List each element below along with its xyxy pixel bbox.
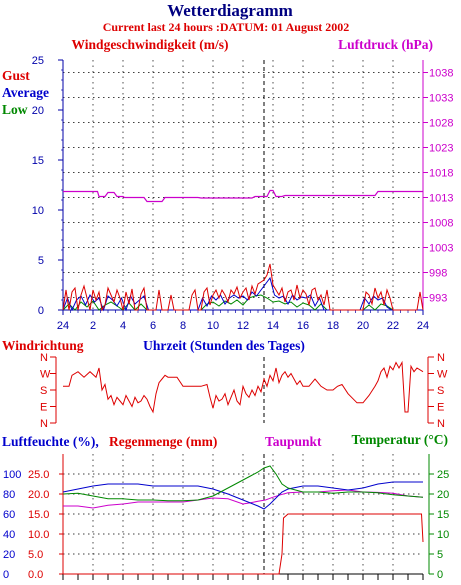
hour-tick-label: 20	[357, 320, 369, 332]
direction-tick-label-left: E	[40, 402, 47, 414]
chart-subtitle: Current last 24 hours :DATUM: 01 August …	[103, 20, 350, 34]
pressure-tick-label: 1008	[429, 218, 453, 230]
rain-tick-label: 20.0	[28, 489, 49, 501]
rain-tick-label: 10.0	[28, 529, 49, 541]
rain-label: Regenmenge (mm)	[109, 434, 217, 449]
rain-tick-label: 0.0	[28, 569, 43, 581]
direction-tick-label-right: S	[437, 385, 444, 397]
series-humidity-blue	[62, 481, 423, 510]
direction-tick-label-left: W	[40, 369, 51, 381]
temperature-tick-label: 5	[437, 549, 443, 561]
wind-tick-label: 25	[32, 55, 44, 67]
temperature-tick-label: 20	[437, 489, 449, 501]
chart-title: Wetterdiagramm	[167, 1, 293, 20]
pressure-tick-label: 1018	[429, 168, 453, 180]
hour-tick-label: 8	[180, 320, 186, 332]
humidity-tick-label: 20	[3, 549, 15, 561]
hour-tick-label: 6	[150, 320, 156, 332]
hour-tick-label: 16	[297, 320, 309, 332]
temperature-label: Temperatur (°C)	[351, 432, 448, 447]
direction-tick-label-right: N	[437, 352, 445, 364]
series-temp-magenta	[63, 489, 424, 509]
temperature-tick-label: 15	[437, 509, 449, 521]
pressure-axis-label: Luftdruck (hPa)	[338, 37, 433, 52]
direction-tick-label-right: E	[437, 402, 444, 414]
rain-tick-label: 25.0	[28, 469, 49, 481]
humidity-tick-label: 40	[3, 529, 15, 541]
series-temp-green	[62, 465, 424, 502]
wind-tick-label: 15	[32, 155, 44, 167]
wind-direction-label: Windrichtung	[2, 338, 84, 353]
legend-low: Low	[2, 102, 28, 117]
hour-tick-label: 2	[90, 320, 96, 332]
humidity-tick-label: 60	[3, 509, 15, 521]
humidity-tick-label: 80	[3, 489, 15, 501]
wind-tick-label: 10	[32, 205, 44, 217]
time-axis-label: Uhrzeit (Stunden des Tages)	[143, 338, 305, 353]
series-rain-red	[63, 513, 424, 575]
legend-gust: Gust	[2, 68, 30, 83]
pressure-tick-label: 1033	[429, 93, 453, 105]
wind-speed-axis-label: Windgeschwindigkeit (m/s)	[72, 37, 229, 52]
wind-tick-label: 20	[32, 105, 44, 117]
humidity-tick-label: 100	[3, 469, 21, 481]
direction-tick-label-left: N	[40, 352, 48, 364]
direction-tick-label-left: S	[40, 385, 47, 397]
temperature-tick-label: 10	[437, 529, 449, 541]
hour-tick-label: 12	[237, 320, 249, 332]
dewpoint-label: Taupunkt	[265, 434, 322, 449]
hour-tick-label: 10	[207, 320, 219, 332]
hour-tick-label: 4	[120, 320, 126, 332]
humidity-label: Luftfeuchte (%),	[2, 434, 99, 449]
series-gust	[62, 263, 424, 312]
series-average	[62, 276, 423, 312]
pressure-tick-label: 993	[429, 293, 447, 305]
hour-tick-label: 24	[57, 320, 69, 332]
direction-tick-label-left: N	[40, 418, 48, 430]
wind-tick-label: 5	[38, 255, 44, 267]
hour-tick-label: 18	[327, 320, 339, 332]
rain-tick-label: 15.0	[28, 509, 49, 521]
pressure-tick-label: 1038	[429, 68, 453, 80]
pressure-tick-label: 998	[429, 268, 447, 280]
rain-tick-label: 5.0	[28, 549, 43, 561]
hour-tick-label: 22	[387, 320, 399, 332]
hour-tick-label: 14	[267, 320, 279, 332]
direction-tick-label-right: W	[437, 369, 448, 381]
pressure-tick-label: 1028	[429, 118, 453, 130]
series-luftdruck	[63, 189, 423, 203]
series-wind-direction	[63, 360, 424, 414]
pressure-tick-label: 1023	[429, 143, 453, 155]
direction-tick-label-right: N	[437, 418, 445, 430]
temperature-tick-label: 0	[437, 569, 443, 581]
legend-average: Average	[2, 85, 49, 100]
pressure-tick-label: 1013	[429, 193, 453, 205]
temperature-tick-label: 25	[437, 469, 449, 481]
hour-tick-label: 24	[417, 320, 429, 332]
wind-tick-label: 0	[38, 305, 44, 317]
pressure-tick-label: 1003	[429, 243, 453, 255]
humidity-tick-label: 0	[3, 569, 9, 581]
